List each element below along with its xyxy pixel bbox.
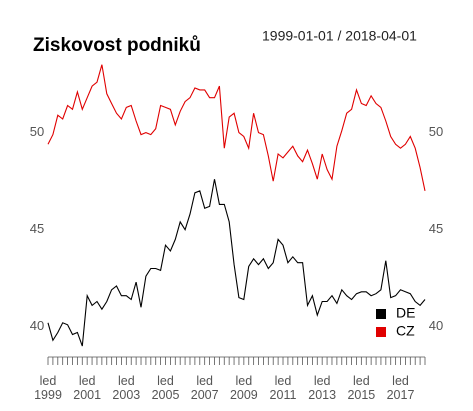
x-tick-label: led 2005 <box>151 374 180 402</box>
chart-title: Ziskovost podniků <box>33 35 201 56</box>
x-tick-label: led 2017 <box>386 374 415 402</box>
x-tick-label: led 2003 <box>112 374 141 402</box>
legend-label: CZ <box>396 323 415 339</box>
line-cz <box>47 64 426 192</box>
legend-label: DE <box>396 305 415 321</box>
x-tick-label: led 2007 <box>190 374 219 402</box>
y-tick-label-right: 50 <box>429 124 443 139</box>
x-tick-label: led 2009 <box>229 374 258 402</box>
y-tick-label-right: 45 <box>429 221 443 236</box>
legend-swatch <box>376 309 386 319</box>
x-tick-label: led 2011 <box>269 374 297 402</box>
y-tick-label: 50 <box>30 124 44 139</box>
x-tick-label: led 2013 <box>308 374 337 402</box>
x-tick-label: led 2015 <box>347 374 376 402</box>
legend-swatch <box>376 327 386 337</box>
line-de <box>47 179 426 347</box>
date-range: 1999-01-01 / 2018-04-01 <box>262 28 417 44</box>
x-tick-label: led 2001 <box>73 374 102 402</box>
y-tick-label-right: 40 <box>429 318 443 333</box>
y-tick-label: 45 <box>30 221 44 236</box>
x-tick-label: led 1999 <box>34 374 62 402</box>
y-tick-label: 40 <box>30 318 44 333</box>
